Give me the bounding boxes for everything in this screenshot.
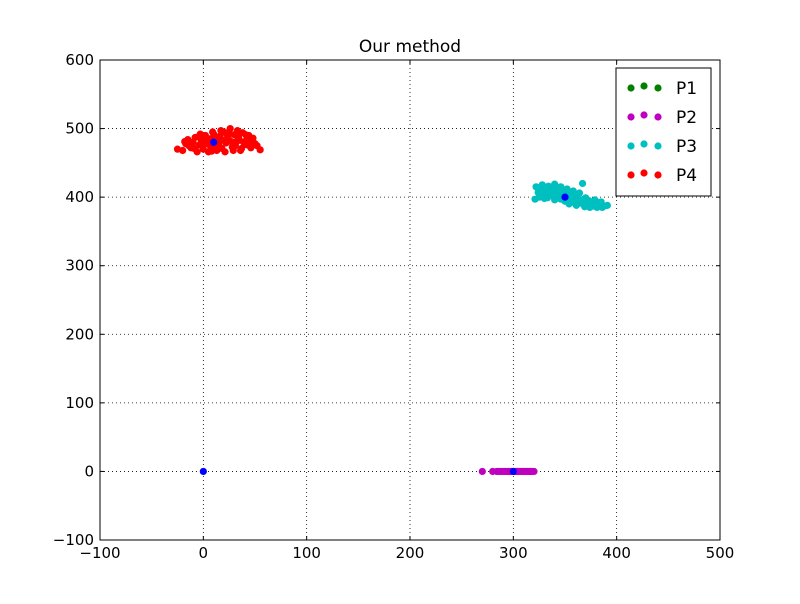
point-p4 (179, 146, 187, 155)
point-reference (561, 193, 569, 201)
point-p4 (200, 135, 208, 144)
data-points (173, 124, 611, 476)
point-p2 (478, 467, 486, 476)
point-p3 (546, 187, 555, 195)
point-p2 (501, 467, 509, 476)
point-p4 (256, 146, 264, 154)
x-tick-label: 500 (706, 544, 735, 562)
legend-marker-p3 (654, 142, 662, 150)
point-p4 (225, 129, 233, 137)
y-tick-label: 600 (65, 51, 94, 69)
x-tick-label: 100 (292, 544, 321, 562)
point-p4 (221, 148, 229, 156)
point-p3 (531, 195, 539, 203)
point-p3 (580, 195, 588, 203)
legend-label-p2: P2 (676, 108, 697, 128)
point-p3 (552, 183, 560, 192)
legend-label-p4: P4 (676, 166, 697, 186)
x-tick-label: 300 (499, 544, 528, 562)
point-p4 (209, 128, 217, 136)
legend-label-p1: P1 (676, 79, 697, 99)
legend-label-p3: P3 (676, 137, 697, 157)
point-p3 (537, 190, 545, 198)
chart-title: Our method (359, 37, 461, 57)
point-p3 (550, 192, 558, 201)
point-p3 (578, 179, 587, 188)
legend-marker-p3 (640, 140, 648, 148)
legend-marker-p2 (640, 111, 648, 119)
legend-marker-p1 (627, 84, 635, 92)
point-p4 (213, 146, 221, 155)
point-p3 (581, 203, 589, 211)
y-tick-label: 300 (65, 257, 94, 275)
point-p4 (196, 130, 204, 138)
y-tick-label: 500 (65, 120, 94, 138)
point-p3 (565, 200, 573, 208)
x-tick-label: −100 (79, 544, 120, 562)
x-tick-label: 400 (602, 544, 631, 562)
legend-marker-p4 (654, 171, 662, 179)
x-tick-label: 200 (396, 544, 425, 562)
y-tick-label: 0 (84, 462, 94, 480)
point-p4 (246, 133, 254, 142)
legend-marker-p1 (654, 84, 662, 92)
legend-marker-p3 (627, 142, 635, 150)
x-tick-label: 0 (199, 544, 209, 562)
y-tick-label: −100 (53, 531, 94, 549)
y-tick-label: 200 (65, 325, 94, 343)
legend-marker-p4 (627, 171, 635, 179)
axis-ticks: −100 0 100 200 300 400 500 −100 0 100 200 300 400 500… (53, 51, 735, 562)
legend-marker-p2 (654, 113, 662, 121)
point-p3 (572, 201, 580, 209)
point-p4 (219, 136, 227, 144)
point-p4 (233, 127, 242, 135)
point-p3 (595, 199, 603, 207)
point-p4 (237, 144, 246, 153)
point-reference (509, 467, 517, 476)
y-tick-label: 100 (65, 394, 94, 412)
point-p3 (575, 189, 584, 197)
point-p3 (543, 194, 552, 202)
y-tick-label: 400 (65, 188, 94, 206)
point-p4 (181, 138, 189, 146)
point-reference (199, 467, 207, 476)
point-p4 (229, 146, 237, 155)
legend-marker-p1 (640, 82, 648, 90)
point-p4 (217, 127, 225, 135)
legend: P1 P2 P3 P4 (615, 67, 712, 197)
point-p2 (530, 467, 538, 476)
point-reference (210, 138, 218, 146)
point-p4 (190, 144, 198, 153)
legend-marker-p2 (627, 113, 635, 121)
point-p4 (204, 148, 213, 156)
point-p3 (538, 181, 546, 189)
legend-marker-p4 (640, 169, 648, 177)
